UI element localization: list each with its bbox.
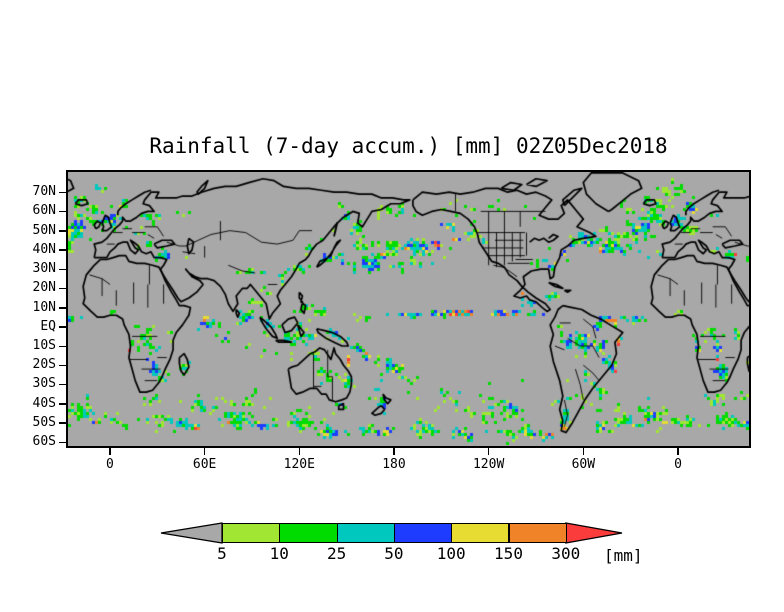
lat-tick-label: EQ [40,318,56,334]
lat-tick [59,364,66,367]
colorbar-segment [279,523,338,543]
lat-tick [59,441,66,444]
lat-tick [59,403,66,405]
colorbar-unit-label: [mm] [604,546,643,565]
lat-tick [59,230,66,232]
map-canvas [68,172,749,446]
lon-tick-label: 60W [571,457,596,472]
lat-tick [59,287,66,290]
plot-title: Rainfall (7-day accum.) [mm] 02Z05Dec201… [149,134,668,158]
lon-tick [677,448,679,455]
lat-tick [59,383,66,386]
colorbar-segment [508,523,567,543]
lon-tick [109,448,111,455]
lat-tick [59,345,66,347]
lat-tick-label: 60N [32,203,56,219]
map-frame [66,170,751,448]
lat-tick [59,210,66,213]
lat-tick-label: 10S [32,338,56,353]
lon-tick-label: 0 [106,457,114,472]
lat-tick [59,307,66,309]
colorbar-left-arrow-icon [160,522,223,544]
colorbar-tick-label: 50 [384,544,404,563]
colorbar-tick-label: 10 [269,544,289,563]
lat-tick-label: 20S [32,357,56,373]
colorbar-tick-label: 25 [326,544,347,563]
lon-tick [203,448,206,455]
colorbar-right-arrow-icon [565,522,623,544]
lat-tick-label: 30N [32,261,56,277]
lon-tick [298,448,301,455]
colorbar-segment [393,523,453,543]
lat-tick-label: 50S [32,414,56,430]
lat-tick-label: 30S [32,376,56,392]
lat-tick-label: 10N [32,299,56,315]
lon-tick-label: 180 [382,457,406,472]
lat-tick-label: 20N [32,280,56,296]
colorbar-segment [336,523,395,543]
lat-tick [59,326,66,328]
lat-tick [59,422,66,424]
colorbar-tick-label: 150 [494,544,523,563]
lat-tick-label: 60S [32,434,56,450]
lon-tick-label: 0 [674,457,682,472]
lon-tick [393,448,395,455]
colorbar-segment [451,523,510,543]
lat-tick [59,268,66,271]
lat-tick-label: 40S [32,395,56,411]
lon-tick-label: 120E [283,457,315,472]
colorbar-tick-label: 100 [436,544,466,563]
lat-tick [59,191,66,194]
lon-tick-label: 60E [192,457,217,472]
colorbar-tick-label: 5 [217,544,227,563]
colorbar-tick-label: 300 [551,544,581,563]
lon-tick [582,448,585,455]
lon-tick [487,448,490,455]
lat-tick-label: 40N [32,241,56,257]
colorbar-segment [222,523,281,543]
lat-tick-label: 50N [32,222,56,238]
lat-tick-label: 70N [32,184,56,200]
lat-tick [59,249,66,251]
lon-tick-label: 120W [472,457,505,472]
